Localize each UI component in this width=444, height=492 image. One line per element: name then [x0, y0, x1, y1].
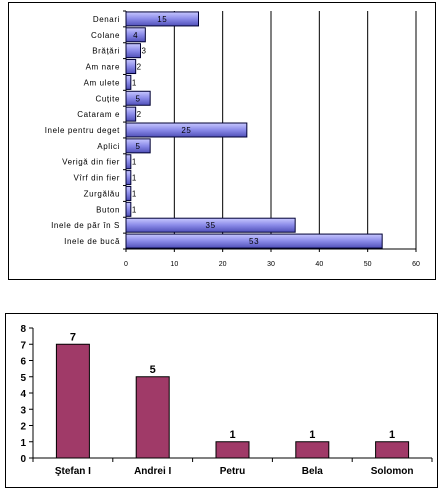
bar — [55, 343, 90, 459]
bar — [125, 59, 137, 75]
data-label: 1 — [132, 78, 137, 87]
category-label: Am nare — [86, 63, 120, 72]
category-label: Buton — [96, 205, 120, 214]
bar — [125, 90, 151, 106]
data-label: 4 — [133, 31, 138, 40]
category-label: Am ulete — [84, 78, 120, 87]
data-label: 3 — [142, 47, 147, 56]
data-label: 15 — [157, 15, 167, 24]
category-label: Inele de păr în S — [51, 221, 120, 230]
artifacts-bar-chart: 0 10 20 30 40 50 60 Denari 15 Colane 4 Brățări 3 Am n… — [8, 2, 436, 280]
category-label: Denari — [93, 15, 120, 24]
category-label: Inele de bucă — [64, 237, 120, 246]
data-label: 35 — [206, 221, 216, 230]
y-tick-label: 6 — [20, 357, 26, 368]
y-tick-label: 2 — [20, 422, 26, 433]
data-label: 1 — [132, 205, 137, 214]
bar — [125, 74, 132, 90]
bar — [215, 441, 250, 459]
bar — [125, 201, 132, 217]
category-label: Bela — [302, 466, 324, 477]
category-label: Verigă din fier — [62, 158, 120, 167]
category-label: Cataram e — [77, 110, 120, 119]
data-label: 25 — [181, 126, 191, 135]
x-tick-label: 50 — [364, 261, 372, 268]
category-label: Solomon — [371, 466, 414, 477]
data-label: 53 — [249, 237, 259, 246]
bar — [125, 122, 248, 138]
bar — [125, 138, 151, 154]
category-label: Zurgălău — [84, 189, 120, 198]
y-tick-label: 7 — [20, 340, 26, 351]
bar — [125, 170, 132, 186]
x-tick-label: 10 — [170, 261, 178, 268]
data-label: 5 — [150, 364, 156, 376]
category-label: Aplici — [97, 142, 120, 151]
x-tick-label: 40 — [315, 261, 323, 268]
y-tick-label: 4 — [20, 389, 26, 400]
bar — [135, 376, 170, 459]
category-label: Cuțite — [96, 94, 121, 103]
y-tick-label: 1 — [20, 438, 26, 449]
x-tick-label: 20 — [219, 261, 227, 268]
data-label: 7 — [70, 331, 76, 343]
data-label: 5 — [136, 142, 141, 151]
kings-chart-svg: 0 1 2 3 4 5 6 7 8 7 Ştefan I 5 Andrei I 1 Petru 1 Bela 1 S… — [20, 324, 433, 477]
bar — [125, 11, 199, 27]
bar — [125, 185, 132, 201]
category-label: Petru — [220, 466, 246, 477]
bar — [295, 441, 330, 459]
y-tick-label: 3 — [20, 405, 26, 416]
category-label: Inele pentru deget — [45, 126, 120, 135]
y-tick-label: 5 — [20, 373, 26, 384]
category-label: Andrei I — [134, 466, 171, 477]
category-label: Brățări — [92, 47, 120, 56]
bar — [125, 154, 132, 170]
data-label: 1 — [229, 429, 235, 441]
data-label: 1 — [309, 429, 315, 441]
data-label: 1 — [132, 189, 137, 198]
data-label: 2 — [137, 63, 142, 72]
bar — [125, 27, 146, 43]
data-label: 1 — [389, 429, 395, 441]
y-tick-label: 0 — [20, 454, 26, 465]
bar — [125, 43, 141, 59]
x-tick-label: 60 — [412, 261, 420, 268]
kings-bar-chart: 0 1 2 3 4 5 6 7 8 7 Ştefan I 5 Andrei I 1 Petru 1 Bela 1 S… — [5, 313, 438, 488]
bar — [125, 217, 296, 233]
x-tick-label: 30 — [267, 261, 275, 268]
bar — [125, 106, 137, 122]
category-label: Ştefan I — [55, 466, 91, 477]
bar — [125, 233, 383, 249]
bar — [375, 441, 410, 459]
data-label: 2 — [137, 110, 142, 119]
x-tick-label: 0 — [124, 261, 128, 268]
category-label: Colane — [91, 31, 120, 40]
data-label: 1 — [132, 174, 137, 183]
category-label: Vîrf din fier — [74, 174, 120, 183]
y-tick-label: 8 — [20, 324, 26, 335]
data-label: 5 — [136, 94, 141, 103]
data-label: 1 — [132, 158, 137, 167]
